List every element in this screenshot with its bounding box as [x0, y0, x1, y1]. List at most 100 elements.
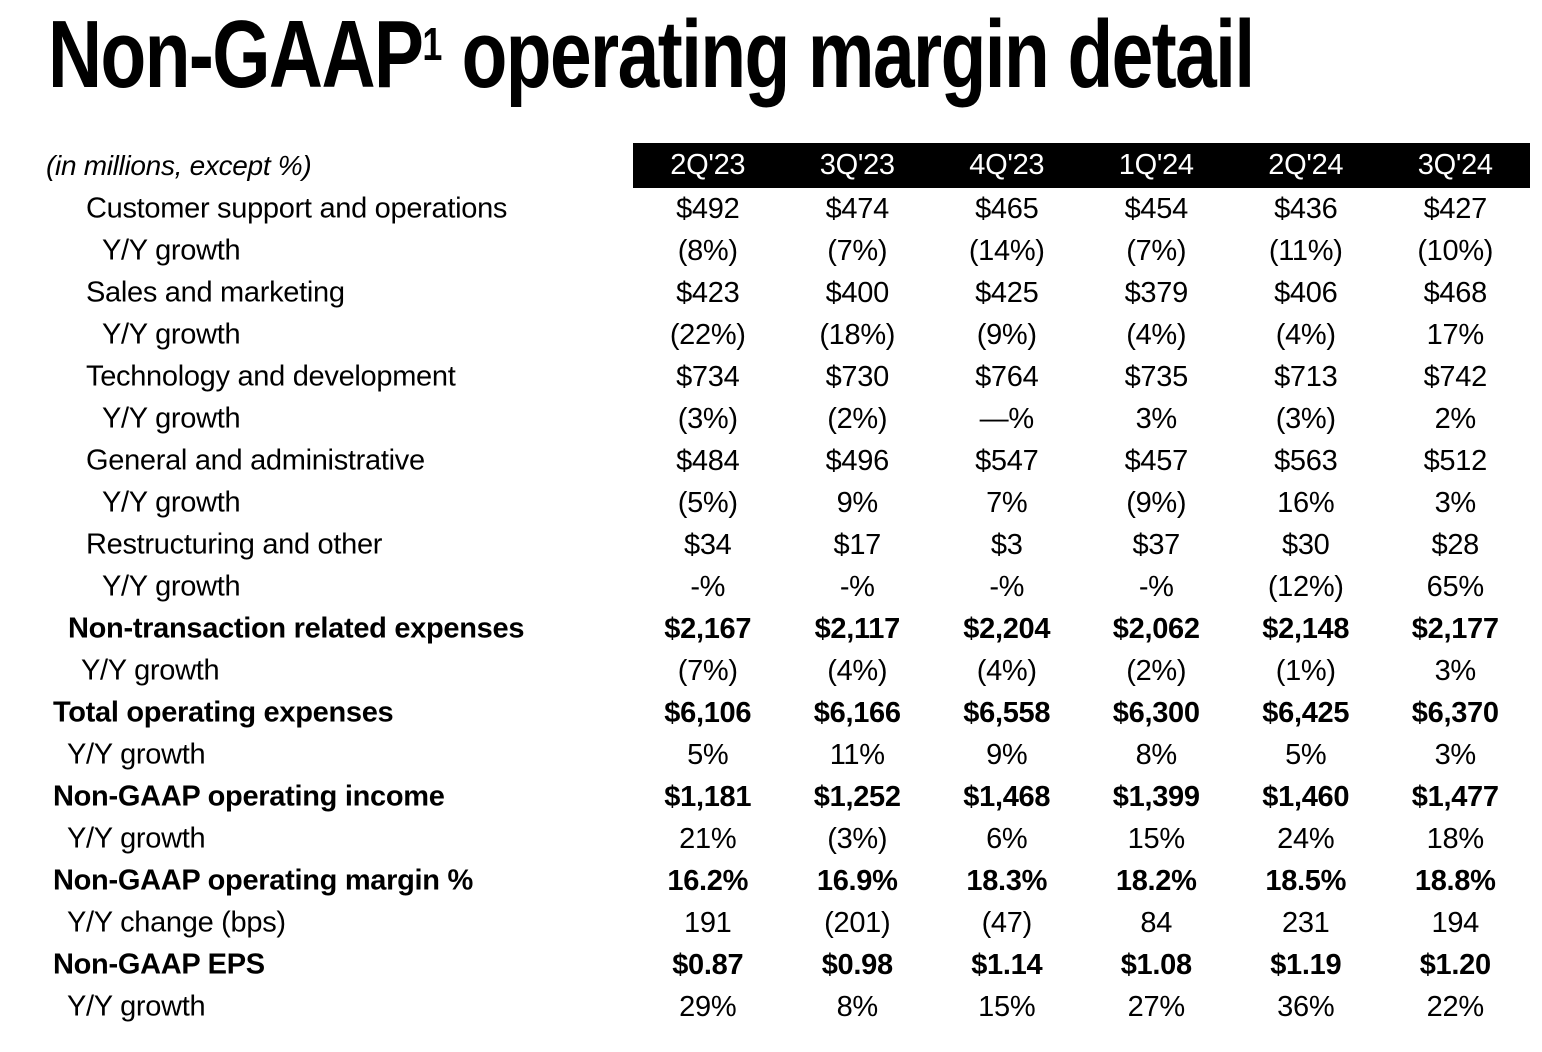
table-cell: 2% — [1434, 402, 1477, 435]
table-row: Total operating expenses $6,106 $6,166 $6,… — [0, 692, 1542, 734]
table-cell: $6,106 — [664, 696, 752, 729]
table-cell: 15% — [978, 990, 1036, 1023]
table-cell: —% — [979, 402, 1034, 435]
row-label: Y/Y growth — [67, 738, 206, 771]
row-label: Y/Y growth — [81, 654, 220, 687]
row-values: (22%) (18%) (9%) (4%) (4%) 17% — [633, 314, 1530, 356]
row-values: (3%) (2%) —% 3% (3%) 2% — [633, 398, 1530, 440]
table-cell: $730 — [825, 360, 890, 393]
page-title-suffix: operating margin detail — [442, 1, 1256, 108]
table-row: Non-GAAP operating margin % 16.2% 16.9% 18… — [0, 860, 1542, 902]
row-values: $492 $474 $465 $454 $436 $427 — [633, 188, 1530, 230]
table-cell: $1,252 — [813, 780, 901, 813]
table-cell: (3%) — [1275, 402, 1336, 435]
table-cell: $457 — [1124, 444, 1189, 477]
table-cell: (47) — [981, 906, 1033, 939]
table-cell: 3% — [1434, 738, 1477, 771]
table-cell: 3% — [1434, 654, 1477, 687]
table-cell: 11% — [829, 738, 885, 771]
row-label: Y/Y growth — [67, 822, 206, 855]
table-cell: 17% — [1426, 318, 1484, 351]
table-cell: (5%) — [677, 486, 738, 519]
table-cell: $379 — [1124, 276, 1189, 309]
row-values: 5% 11% 9% 8% 5% 3% — [633, 734, 1530, 776]
table-cell: $2,117 — [814, 612, 901, 645]
row-values: $2,167 $2,117 $2,204 $2,062 $2,148 $2,177 — [633, 608, 1530, 650]
table-cell: (201) — [824, 906, 891, 939]
table-cell: 21% — [679, 822, 737, 855]
table-cell: -% — [839, 570, 875, 603]
table-cell: 8% — [836, 990, 879, 1023]
table-header-row: (in millions, except %) 2Q'23 3Q'23 4Q'23 1… — [0, 143, 1542, 188]
table-cell: 5% — [687, 738, 729, 771]
row-label: Y/Y growth — [102, 570, 241, 603]
table-cell: $2,062 — [1112, 612, 1200, 645]
table-cell: $1,460 — [1262, 780, 1350, 813]
table-cell: $454 — [1124, 192, 1189, 225]
table-cell: 6% — [986, 822, 1028, 855]
table-cell: -% — [1138, 570, 1174, 603]
table-cell: $1,468 — [963, 780, 1051, 813]
table-cell: 22% — [1426, 990, 1484, 1023]
column-header-band: 2Q'23 3Q'23 4Q'23 1Q'24 2Q'24 3Q'24 — [633, 143, 1530, 188]
column-header: 4Q'23 — [969, 149, 1045, 181]
table-cell: $6,370 — [1411, 696, 1499, 729]
table-cell: $742 — [1423, 360, 1488, 393]
footnote-marker: 1 — [422, 18, 443, 71]
table-cell: $6,300 — [1112, 696, 1200, 729]
table-cell: (9%) — [1126, 486, 1187, 519]
row-values: $34 $17 $3 $37 $30 $28 — [633, 524, 1530, 566]
table-row: Sales and marketing $423 $400 $425 $379 $406… — [0, 272, 1542, 314]
operating-margin-table: (in millions, except %) 2Q'23 3Q'23 4Q'23 1… — [0, 143, 1542, 1028]
table-row: Y/Y growth -% -% -% -% (12%) 65% — [0, 566, 1542, 608]
table-row: Technology and development $734 $730 $764 $… — [0, 356, 1542, 398]
table-cell: $563 — [1274, 444, 1338, 477]
table-cell: $6,558 — [963, 696, 1051, 729]
table-cell: $734 — [676, 360, 740, 393]
table-row: Y/Y growth (3%) (2%) —% 3% (3%) 2% — [0, 398, 1542, 440]
table-cell: (22%) — [669, 318, 746, 351]
table-cell: $0.87 — [672, 948, 744, 981]
row-label: Non-transaction related expenses — [68, 612, 525, 645]
column-header: 3Q'23 — [819, 149, 895, 181]
table-cell: (1%) — [1275, 654, 1336, 687]
table-cell: $1.20 — [1419, 948, 1491, 981]
row-label: Non-GAAP EPS — [53, 948, 265, 981]
table-row: Restructuring and other $34 $17 $3 $37 $30 $2… — [0, 524, 1542, 566]
page-title-text: Non-GAAP — [48, 1, 424, 108]
table-cell: 9% — [986, 738, 1028, 771]
table-cell: (2%) — [827, 402, 888, 435]
table-cell: $37 — [1132, 528, 1181, 561]
table-cell: 18% — [1426, 822, 1484, 855]
row-label: Restructuring and other — [86, 528, 383, 561]
table-cell: 194 — [1431, 906, 1480, 939]
table-cell: $512 — [1423, 444, 1488, 477]
row-label: Y/Y change (bps) — [67, 906, 286, 939]
table-cell: 3% — [1434, 486, 1477, 519]
units-note: (in millions, except %) — [46, 149, 312, 181]
row-values: (7%) (4%) (4%) (2%) (1%) 3% — [633, 650, 1530, 692]
table-cell: $468 — [1423, 276, 1488, 309]
row-label: Sales and marketing — [86, 276, 345, 309]
table-cell: (12%) — [1267, 570, 1344, 603]
table-row: Y/Y growth (7%) (4%) (4%) (2%) (1%) 3% — [0, 650, 1542, 692]
table-cell: 18.2% — [1115, 864, 1197, 897]
row-label: Y/Y growth — [102, 234, 241, 267]
table-cell: $17 — [833, 528, 882, 561]
table-cell: $2,148 — [1262, 612, 1350, 645]
table-cell: (4%) — [1126, 318, 1187, 351]
table-cell: (3%) — [677, 402, 738, 435]
table-cell: (11%) — [1268, 234, 1343, 267]
table-cell: $425 — [975, 276, 1039, 309]
row-values: 29% 8% 15% 27% 36% 22% — [633, 986, 1530, 1028]
row-label: Y/Y growth — [102, 486, 241, 519]
table-cell: 8% — [1135, 738, 1178, 771]
page-title: Non-GAAP1 operating margin detail — [48, 0, 1256, 126]
table-cell: $1,399 — [1112, 780, 1200, 813]
table-cell: 7% — [986, 486, 1028, 519]
table-cell: $0.98 — [821, 948, 893, 981]
table-cell: $28 — [1431, 528, 1480, 561]
table-cell: $6,425 — [1262, 696, 1350, 729]
row-values: $0.87 $0.98 $1.14 $1.08 $1.19 $1.20 — [633, 944, 1530, 986]
